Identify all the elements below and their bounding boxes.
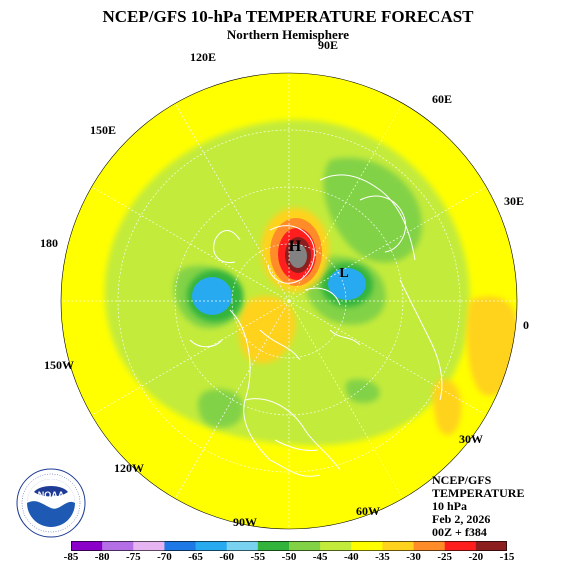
legend-tick-label: -75 bbox=[125, 551, 141, 563]
legend-swatch bbox=[320, 541, 352, 551]
lon-label-120e: 120E bbox=[190, 50, 217, 64]
legend-tick-label: -45 bbox=[312, 551, 328, 563]
lon-label-60w: 60W bbox=[356, 504, 380, 518]
coastlines bbox=[189, 174, 443, 477]
legend-tick-label: -40 bbox=[343, 551, 359, 563]
legend-swatch bbox=[444, 541, 477, 551]
info-variable: TEMPERATURE bbox=[432, 486, 525, 500]
legend-tick-label: -35 bbox=[375, 551, 390, 563]
lon-label-90w: 90W bbox=[233, 515, 257, 529]
legend-swatch bbox=[413, 541, 446, 551]
legend-swatch bbox=[195, 541, 228, 551]
info-forecast-hour: 00Z + f384 bbox=[432, 525, 487, 539]
lon-label-30e: 30E bbox=[504, 194, 525, 208]
legend-tick-label: -15 bbox=[499, 551, 515, 563]
lon-label-0: 0 bbox=[523, 318, 529, 332]
map-border bbox=[60, 72, 518, 530]
graticule bbox=[61, 73, 517, 529]
info-level: 10 hPa bbox=[432, 499, 468, 513]
legend-swatch bbox=[257, 541, 290, 551]
noaa-logo-text: NOAA bbox=[38, 490, 65, 500]
legend-swatch bbox=[226, 541, 259, 551]
legend-tick-label: -20 bbox=[468, 551, 484, 563]
color-legend bbox=[71, 541, 507, 551]
info-date: Feb 2, 2026 bbox=[432, 512, 491, 526]
legend-tick-label: -30 bbox=[406, 551, 421, 563]
high-marker: H bbox=[289, 238, 302, 255]
legend-frame bbox=[71, 541, 507, 551]
legend-tick-label: -65 bbox=[188, 551, 203, 563]
legend-swatch bbox=[289, 541, 321, 551]
lon-label-180: 180 bbox=[40, 236, 58, 250]
lon-label-90e: 90E bbox=[318, 38, 339, 52]
lon-label-120w: 120W bbox=[114, 461, 144, 475]
legend-tick-label: -60 bbox=[219, 551, 235, 563]
legend-swatch bbox=[133, 541, 165, 551]
legend-swatch bbox=[475, 541, 507, 551]
legend-tick-label: -80 bbox=[94, 551, 110, 563]
map-subtitle: Northern Hemisphere bbox=[226, 27, 350, 42]
low-marker: L bbox=[339, 266, 348, 281]
info-model: NCEP/GFS bbox=[432, 473, 492, 487]
legend-tick-label: -55 bbox=[250, 551, 266, 563]
legend-swatch bbox=[164, 541, 197, 551]
temperature-field bbox=[61, 73, 517, 529]
legend-swatch bbox=[71, 541, 103, 551]
legend-tick-label: -25 bbox=[437, 551, 453, 563]
legend-swatch bbox=[382, 541, 415, 551]
lon-label-30w: 30W bbox=[459, 432, 483, 446]
lon-label-60e: 60E bbox=[432, 92, 453, 106]
legend-tick-label: -70 bbox=[157, 551, 172, 563]
legend-labels: -85 -80 -75 -70 -65 -60 -55 -50 -45 -40 -35 -30 -25 -… bbox=[0, 551, 576, 565]
legend-tick-label: -85 bbox=[63, 551, 79, 563]
noaa-logo: NOAA bbox=[16, 468, 86, 538]
legend-swatch bbox=[102, 541, 134, 551]
legend-swatch bbox=[351, 541, 383, 551]
forecast-info: NCEP/GFS TEMPERATURE 10 hPa Feb 2, 2026 … bbox=[432, 474, 524, 539]
lon-label-150w: 150W bbox=[44, 358, 74, 372]
lon-label-150e: 150E bbox=[90, 123, 117, 137]
map-title: NCEP/GFS 10-hPa TEMPERATURE FORECAST bbox=[102, 7, 474, 26]
legend-tick-label: -50 bbox=[281, 551, 297, 563]
